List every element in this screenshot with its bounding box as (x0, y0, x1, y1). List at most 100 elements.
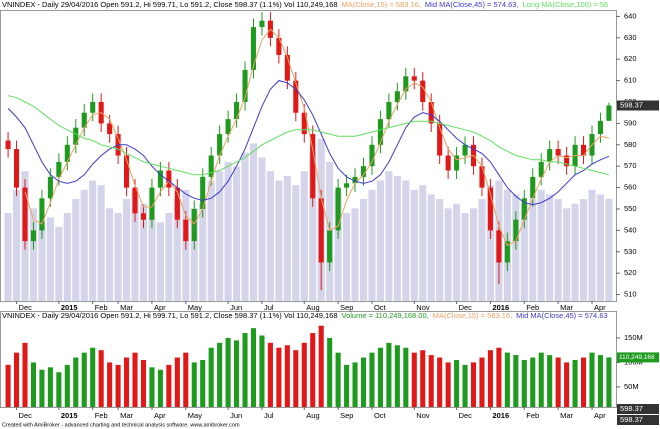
y-tick-label: 640 (624, 11, 637, 20)
volume-bar (242, 333, 248, 407)
volume-overlay-bar (410, 189, 418, 301)
x-tick-label: Jun (230, 411, 242, 420)
volume-bar (293, 350, 299, 407)
volume-overlay-bar (89, 180, 97, 301)
volume-bar (56, 372, 62, 407)
candle-body (276, 37, 282, 55)
candle-body (183, 219, 189, 242)
x-tick-label: Feb (526, 303, 539, 312)
volume-overlay-bar (207, 180, 215, 301)
candle-body (259, 20, 265, 28)
volume-overlay-bar (563, 208, 571, 301)
volume-overlay-bar (80, 189, 88, 301)
volume-bar (606, 357, 612, 407)
volume-bar (454, 359, 460, 407)
candle-body (39, 198, 45, 231)
x-tick-label: Aug (306, 411, 319, 420)
candle-body (166, 170, 172, 188)
candle-body (140, 213, 147, 220)
volume-overlay-bar (139, 203, 148, 301)
volume-overlay-bar (292, 185, 300, 301)
volume-tag: 110,249,168 (619, 354, 655, 361)
candle-body (293, 80, 299, 113)
candle-body (217, 134, 223, 156)
panel-title: Mid MA(Close,45) = 574.63, (425, 0, 519, 9)
candle-body (369, 144, 375, 167)
candle-body (504, 241, 510, 263)
volume-bar (115, 364, 121, 407)
volume-bar (234, 340, 240, 407)
candle-body (580, 144, 587, 156)
volume-overlay-bar (376, 180, 384, 301)
y-tick-label: 560 (624, 183, 637, 192)
volume-overlay-bar (29, 208, 38, 301)
volume-bar (564, 362, 570, 407)
volume-overlay-bar (453, 203, 461, 301)
volume-overlay-bar (579, 199, 588, 301)
y-tick-label: 550 (624, 204, 637, 213)
volume-bar (335, 352, 341, 407)
volume-bar (250, 328, 257, 407)
volume-overlay-bar (114, 212, 122, 301)
panel-title: MA(Close,15) = 583.16, (342, 0, 421, 9)
x-tick-label: Jul (264, 303, 274, 312)
price-tag-box (617, 100, 659, 111)
candle-body (445, 155, 451, 171)
candle-body (14, 149, 20, 188)
candle-body (513, 219, 519, 242)
footer: Created with AmiBroker - advanced charti… (2, 422, 240, 428)
volume-tag-box (617, 352, 659, 363)
volume-bar (445, 362, 451, 407)
volume-overlay-bar (233, 166, 241, 301)
price-tag: 598.37 (620, 404, 643, 413)
volume-bar (276, 347, 282, 407)
candle-body (124, 155, 130, 188)
volume-bar (530, 357, 536, 407)
volume-overlay-bar (402, 180, 410, 301)
volume-overlay-bar (283, 175, 291, 301)
volume-overlay-bar (469, 208, 478, 301)
volume-overlay-bar (359, 199, 368, 301)
y-tick-label: 50M (624, 382, 639, 391)
volume-overlay-bar (63, 212, 71, 301)
volume-overlay-bar (436, 199, 444, 301)
volume-overlay-bar (249, 143, 258, 301)
candle-body (310, 134, 316, 199)
x-tick-label: Dec (459, 303, 473, 312)
volume-overlay-bar (148, 217, 156, 301)
volume-overlay-bar (241, 152, 249, 301)
volume-overlay-bar (605, 198, 613, 301)
price-tag-box (617, 404, 659, 414)
volume-overlay-bar (309, 152, 317, 301)
volume-bar (47, 367, 53, 407)
volume-bar (5, 364, 11, 407)
volume-bar (81, 352, 87, 407)
candle-body (64, 144, 70, 162)
volume-bar (22, 342, 28, 407)
y-tick-label: 590 (624, 118, 637, 127)
volume-overlay-bar (588, 189, 596, 301)
candle-body (530, 176, 536, 199)
y-tick-label: 150M (624, 333, 643, 342)
candle-body (352, 176, 358, 184)
x-tick-label: Mar (560, 303, 573, 312)
volume-bar (14, 352, 20, 407)
x-tick-label: Dec (19, 303, 33, 312)
candle-body (454, 155, 460, 171)
volume-overlay-bar (546, 194, 554, 301)
candle-body (394, 91, 400, 103)
candle-body (462, 144, 468, 156)
volume-overlay-bar (55, 226, 63, 301)
volume-overlay-bar (199, 203, 207, 301)
volume-bar (310, 333, 316, 407)
candle-body (420, 80, 426, 103)
x-tick-label: Oct (374, 411, 387, 420)
volume-overlay-bar (300, 171, 308, 301)
x-tick-label: Aug (306, 303, 319, 312)
volume-bar (547, 355, 553, 407)
candle-body (250, 27, 257, 70)
x-tick-label: Mar (120, 411, 133, 420)
volume-overlay-bar (461, 212, 469, 301)
volume-bar (259, 335, 265, 407)
y-tick-label: 530 (624, 247, 637, 256)
